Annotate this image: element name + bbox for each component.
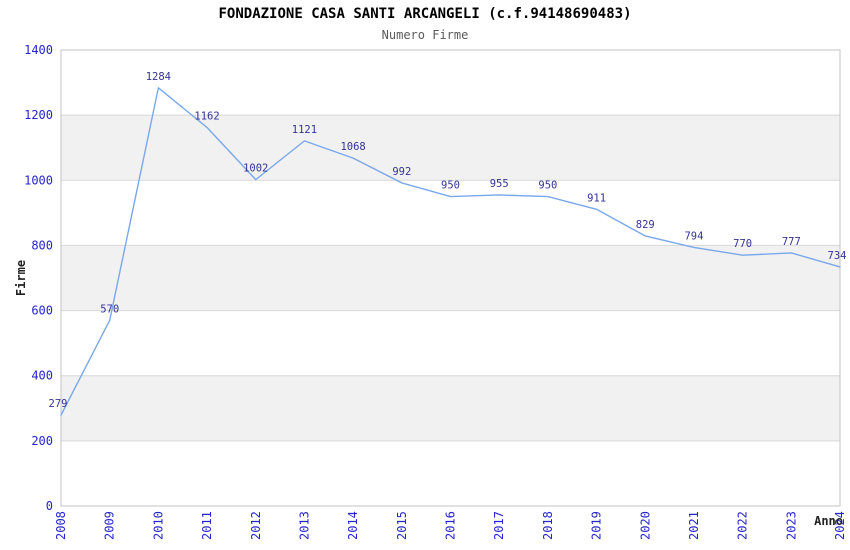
y-axis-tick-label: 1200 <box>24 108 53 122</box>
plot-border <box>60 49 841 507</box>
chart-title: FONDAZIONE CASA SANTI ARCANGELI (c.f.941… <box>218 6 632 22</box>
y-axis-title: Firme <box>14 260 28 296</box>
x-axis-tick-label: 2008 <box>54 511 68 540</box>
data-point-label: 794 <box>684 230 703 242</box>
x-axis-tick-label: 2010 <box>151 511 165 540</box>
x-axis-tick-label: 2022 <box>736 511 750 540</box>
x-axis-tick-label: 2019 <box>590 511 604 540</box>
data-point-label: 1068 <box>340 141 365 153</box>
x-axis-tick-label: 2021 <box>687 511 701 540</box>
data-point-label: 570 <box>100 303 119 315</box>
data-point-label: 777 <box>782 236 801 248</box>
y-axis-tick-label: 600 <box>31 304 53 318</box>
data-point-label: 992 <box>392 166 411 178</box>
data-point-label: 950 <box>538 180 557 192</box>
x-axis-tick-label: 2013 <box>297 511 311 540</box>
data-point-label: 1284 <box>146 71 171 83</box>
x-axis-tick-label: 2009 <box>103 511 117 540</box>
x-axis-tick-label: 2020 <box>638 511 652 540</box>
chart-subtitle: Numero Firme <box>381 28 469 42</box>
data-point-label: 1002 <box>243 163 268 175</box>
data-point-label: 279 <box>49 398 68 410</box>
data-point-label: 911 <box>587 192 606 204</box>
data-point-label: 1162 <box>194 111 219 123</box>
data-point-label: 1121 <box>292 124 317 136</box>
x-axis-tick-label: 2015 <box>395 511 409 540</box>
x-axis-title: Anno <box>814 514 843 528</box>
x-axis-tick-label: 2012 <box>249 511 263 540</box>
trend-line <box>60 87 841 416</box>
x-axis-tick-label: 2024 <box>833 511 847 540</box>
y-axis-tick-label: 1400 <box>24 43 53 57</box>
y-axis-tick-label: 200 <box>31 434 53 448</box>
x-axis-tick-label: 2017 <box>492 511 506 540</box>
data-point-label: 734 <box>828 250 847 262</box>
y-axis-tick-label: 400 <box>31 369 53 383</box>
x-axis-tick-label: 2023 <box>784 511 798 540</box>
x-axis-tick-label: 2011 <box>200 511 214 540</box>
y-axis-tick-label: 800 <box>31 238 53 252</box>
x-axis-tick-label: 2014 <box>346 511 360 540</box>
background-band <box>61 115 840 181</box>
data-point-label: 829 <box>636 219 655 231</box>
background-band <box>61 245 840 311</box>
data-point-label: 950 <box>441 180 460 192</box>
data-point-label: 955 <box>490 178 509 190</box>
x-axis-tick-label: 2016 <box>444 511 458 540</box>
y-axis-tick-label: 1000 <box>24 173 53 187</box>
y-axis-tick-label: 0 <box>46 499 53 513</box>
x-axis-tick-label: 2018 <box>541 511 555 540</box>
data-point-label: 770 <box>733 238 752 250</box>
background-band <box>61 375 840 441</box>
